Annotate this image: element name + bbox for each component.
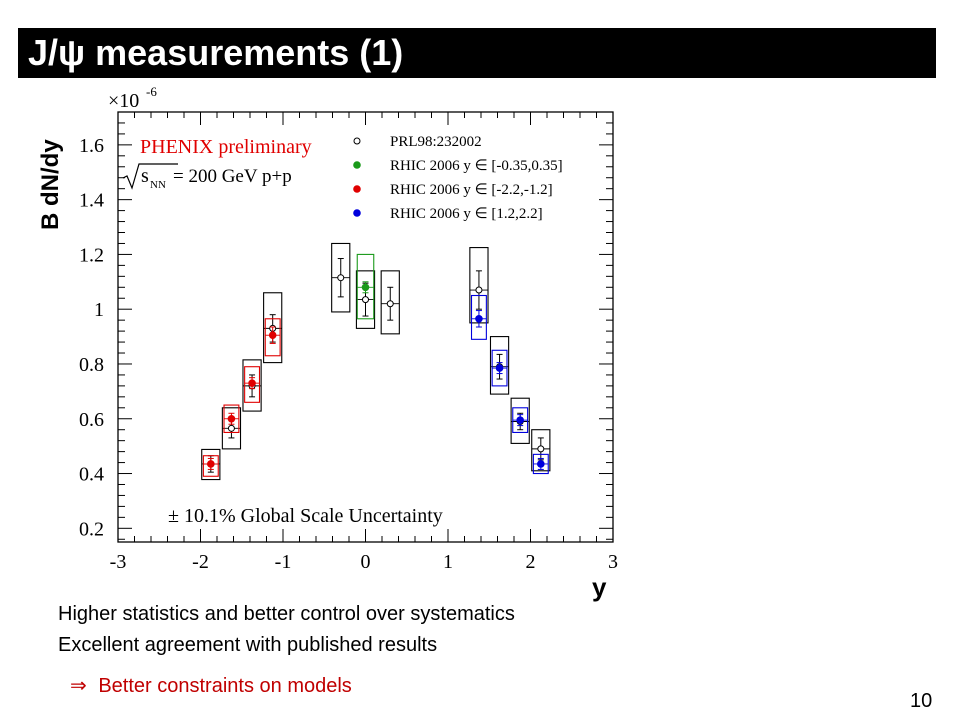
title-bar: J/ψ measurements (1) bbox=[18, 28, 936, 78]
page-number: 10 bbox=[910, 690, 933, 712]
conclusion: ⇒ Better constraints on models bbox=[70, 673, 352, 698]
y-multiplier-exponent: -6 bbox=[146, 84, 157, 99]
systematic-box bbox=[356, 253, 375, 320]
legend-label: PRL98:232002 bbox=[390, 134, 482, 150]
systematic-box bbox=[202, 455, 219, 477]
systematic-box bbox=[531, 429, 551, 472]
x-tick-label: -3 bbox=[110, 551, 127, 573]
data-point bbox=[386, 300, 394, 308]
legend-marker bbox=[353, 137, 361, 145]
systematic-box bbox=[244, 366, 261, 403]
legend-marker bbox=[353, 185, 361, 193]
x-tick-label: -1 bbox=[275, 551, 292, 573]
data-point bbox=[362, 296, 369, 304]
legend-marker bbox=[353, 209, 361, 217]
y-tick-label: 1.2 bbox=[79, 244, 104, 266]
bullet-2: Excellent agreement with published resul… bbox=[58, 634, 438, 656]
y-tick-label: 1 bbox=[94, 299, 104, 321]
experiment-label: PHENIX preliminary bbox=[140, 136, 312, 158]
y-tick-label: 0.2 bbox=[79, 518, 104, 540]
x-tick-label: 0 bbox=[361, 551, 371, 573]
energy-label: s NN = 200 GeV p+p bbox=[122, 163, 292, 191]
data-point bbox=[495, 364, 504, 372]
legend-marker bbox=[353, 161, 361, 169]
x-tick-label: 2 bbox=[526, 551, 536, 573]
series-group bbox=[201, 242, 551, 481]
series-group bbox=[202, 318, 281, 477]
implies-arrow: ⇒ bbox=[70, 675, 87, 697]
data-point bbox=[516, 416, 524, 424]
tick-labels: -3 -2 -1 0 1 2 3 0.2 0.4 0.6 0.8 1 1.2 1.4 1.6 bbox=[79, 135, 618, 573]
y-tick-label: 1.4 bbox=[79, 190, 104, 212]
axis-ticks bbox=[117, 111, 614, 542]
sqrt-s-subscript: NN bbox=[150, 179, 166, 191]
systematic-box bbox=[264, 318, 281, 357]
x-axis-label: y bbox=[592, 572, 607, 602]
systematic-box bbox=[380, 270, 400, 335]
sqrt-sign bbox=[122, 163, 178, 190]
systematic-box bbox=[263, 292, 283, 364]
systematic-box bbox=[201, 448, 221, 481]
x-tick-label: 1 bbox=[443, 551, 453, 573]
data-point bbox=[361, 283, 370, 292]
series-group bbox=[356, 253, 375, 320]
data-point bbox=[248, 379, 256, 387]
y-tick-label: 0.6 bbox=[79, 409, 104, 431]
legend-label: RHIC 2006 y ∈ [-0.35,0.35] bbox=[390, 158, 563, 174]
legend-label: RHIC 2006 y ∈ [-2.2,-1.2] bbox=[390, 182, 553, 198]
x-tick-label: 3 bbox=[608, 551, 618, 573]
data-point bbox=[475, 314, 483, 323]
systematic-box bbox=[489, 336, 510, 395]
data-point bbox=[537, 460, 545, 468]
y-multiplier: ×10 bbox=[108, 90, 139, 112]
data-point bbox=[227, 424, 235, 432]
systematic-box bbox=[470, 294, 487, 340]
legend-label: RHIC 2006 y ∈ [1.2,2.2] bbox=[390, 206, 543, 222]
data-point bbox=[227, 414, 236, 423]
series-group bbox=[470, 294, 549, 475]
systematic-box bbox=[510, 397, 530, 444]
data-point bbox=[475, 286, 483, 294]
slide-title: J/ψ measurements (1) bbox=[28, 32, 404, 73]
data-layer bbox=[201, 242, 551, 481]
data-point bbox=[337, 274, 345, 282]
data-point bbox=[268, 331, 277, 340]
data-point bbox=[207, 460, 215, 468]
legend: PRL98:232002 RHIC 2006 y ∈ [-0.35,0.35] RH… bbox=[353, 134, 563, 222]
conclusion-text: Better constraints on models bbox=[98, 675, 352, 697]
y-axis-label: B dN/dy bbox=[37, 139, 64, 230]
bullet-1: Higher statistics and better control ove… bbox=[58, 603, 515, 625]
y-tick-label: 0.4 bbox=[79, 464, 104, 486]
data-point bbox=[537, 445, 545, 453]
sqrt-s-symbol: s bbox=[141, 165, 149, 187]
global-uncertainty-label: ± 10.1% Global Scale Uncertainty bbox=[168, 505, 443, 527]
energy-text: = 200 GeV p+p bbox=[173, 166, 292, 187]
x-tick-label: -2 bbox=[192, 551, 209, 573]
y-tick-label: 1.6 bbox=[79, 135, 104, 157]
y-tick-label: 0.8 bbox=[79, 354, 104, 376]
